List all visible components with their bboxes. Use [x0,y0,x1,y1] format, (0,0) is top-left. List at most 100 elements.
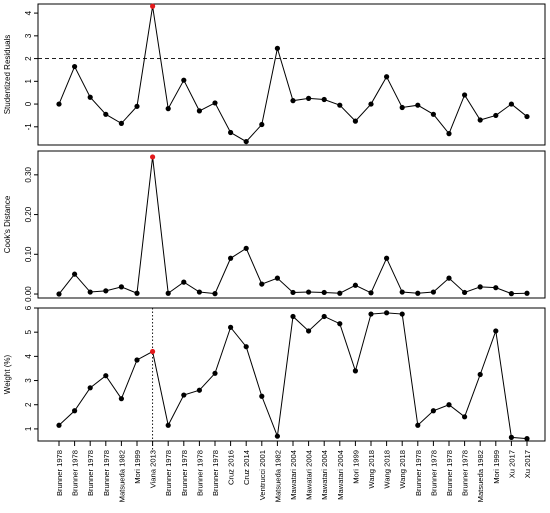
x-tick-label: Wang 2018 [367,450,376,489]
data-point [56,101,62,107]
data-point [259,281,265,287]
data-point [243,138,249,145]
data-point [243,344,249,350]
data-point [103,111,109,117]
x-tick-label: Xu 2017 [523,450,532,478]
data-point [290,313,296,320]
y-tick-label: 1 [24,79,33,84]
data-point [399,104,405,111]
data-point [196,108,202,114]
data-point [134,357,140,363]
series-line [58,6,528,143]
data-point [56,291,62,297]
data-point [228,255,234,261]
data-point [196,387,202,393]
data-point [321,313,327,320]
panel-3: 1 2 3 4 5 6 Weight (%) [3,305,546,452]
data-point [430,289,436,295]
highlight-point [150,154,156,160]
data-point [87,94,93,100]
data-point [477,371,483,378]
data-point [243,245,249,251]
y-tick-label: 3 [24,378,33,383]
data-point [493,285,499,291]
data-point [477,284,483,290]
x-tick-label: Mawatari 2004 [289,450,298,500]
data-point [462,414,468,420]
data-point [290,98,296,104]
x-tick-label: Brunner 1978 [55,450,64,496]
data-point [259,121,265,128]
x-tick-label: Wang 2018 [383,450,392,489]
data-point [103,288,109,294]
y-tick-label: -1 [24,123,33,131]
data-point [134,290,140,296]
x-tick-label: Matsueda 1982 [476,450,485,502]
data-point [306,289,312,295]
data-point [212,370,218,376]
data-point [524,113,530,120]
data-point [446,275,452,281]
x-tick-label: Cruz 2014 [242,450,251,485]
data-point [352,282,358,288]
data-point [306,328,312,334]
data-point [321,289,327,296]
data-point [196,289,202,295]
y-tick-label: 0.10 [24,246,33,262]
data-point [274,275,280,281]
y-axis-label: Studentized Residuals [3,35,12,115]
data-point [508,291,514,297]
data-point [384,74,390,80]
x-tick-label: Brunner 1978 [86,450,95,496]
y-tick-label: 2 [24,56,33,61]
x-tick-label: Brunner 1978 [461,450,470,496]
y-tick-label: 0.30 [24,167,33,183]
x-tick-label: Brunner 1978 [180,450,189,496]
x-tick-label: Matsueda 1982 [273,450,282,502]
data-point [306,95,312,101]
data-point [446,402,452,408]
data-point [181,279,187,285]
x-tick-label: Brunner 1978 [445,450,454,496]
y-tick-label: 3 [24,33,33,38]
data-point [430,111,436,117]
x-tick-label: Brunner 1978 [102,450,111,496]
x-tick-label: Mori 1999 [351,450,360,484]
y-tick-label: 6 [24,305,33,310]
y-axis-label: Cook's Distance [3,195,12,253]
data-point [103,373,109,379]
data-point [118,120,124,126]
plot-frame [37,307,546,442]
x-tick-label: Brunner 1978 [414,450,423,496]
x-tick-label: Mori 1999 [133,450,142,484]
data-point [415,102,421,108]
x-tick-label: Brunner 1978 [71,450,80,496]
data-point [87,289,93,295]
data-point [415,290,421,296]
x-tick-label: Ventrucci 2001 [258,450,267,500]
panel-2: 0.00 0.10 0.20 0.30 Cook's Distance [3,150,546,302]
data-point [56,422,62,428]
x-tick-label: Mori 1999 [492,450,501,484]
x-tick-label: Xu 2017 [507,450,516,478]
data-point [508,434,514,440]
y-axis-label: Weight (%) [3,354,12,394]
y-tick-label: 5 [24,329,33,334]
y-tick-label: 0.00 [24,286,33,302]
data-point [352,118,358,124]
data-point [524,290,530,296]
data-point [118,396,124,402]
data-point [415,422,421,428]
series-line [58,156,528,295]
data-point [384,255,390,261]
data-point [72,271,78,277]
x-tick-label: Matsueda 1982 [117,450,126,502]
x-tick-label: Mawatari 2004 [320,450,329,500]
data-point [212,291,218,297]
data-point [212,100,218,106]
data-point [134,103,140,109]
data-point [384,310,390,316]
data-point [337,321,343,327]
x-tick-label: Brunner 1978 [429,450,438,496]
y-tick-label: 4 [24,10,33,15]
